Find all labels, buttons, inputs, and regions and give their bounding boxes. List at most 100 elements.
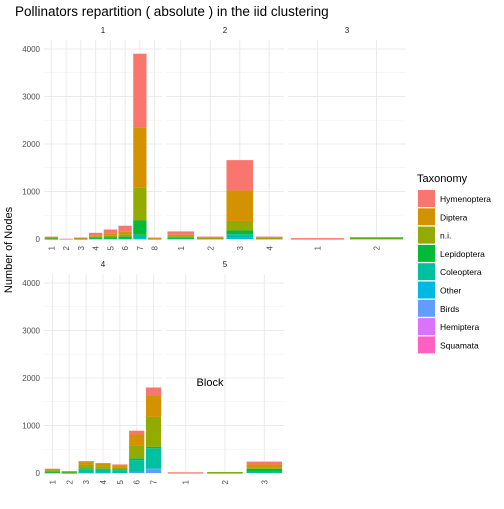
legend-label: Coleoptera: [440, 267, 482, 277]
bar-segment: [290, 238, 345, 240]
x-tick-label: 8: [151, 245, 160, 250]
panel-2: 2 1 2 3 4: [166, 26, 284, 250]
bar-segment: [129, 430, 145, 435]
bar-segment: [88, 232, 103, 236]
y-tick-label: 4000: [22, 45, 40, 54]
bar-segment: [129, 471, 145, 473]
legend-label: Squamata: [440, 340, 479, 350]
panel-strip-label: 2: [223, 26, 228, 35]
legend-swatch: [418, 208, 435, 226]
x-tick-label: 1: [47, 245, 56, 250]
bar-segment: [226, 190, 254, 221]
panel-strip-label: 3: [345, 26, 350, 35]
bar-segment: [95, 466, 111, 469]
bar-segment: [145, 416, 162, 447]
bar-segment: [255, 238, 283, 240]
bar-segment: [133, 53, 147, 128]
legend-label: Birds: [440, 304, 459, 314]
legend: Hymenoptera Diptera n.i. Lepidoptera Coleopt…: [418, 190, 491, 354]
panel-5: 5 1 2 3: [166, 260, 284, 484]
bar-segment: [147, 238, 162, 239]
y-axis-label: Number of Nodes: [3, 206, 15, 293]
bar-segment: [226, 160, 254, 191]
x-tick-label: 2: [206, 245, 215, 250]
bar-segment: [95, 469, 111, 473]
panel-strip-label: 4: [101, 260, 106, 269]
y-tick-label: 2000: [22, 374, 40, 383]
bar-segment: [112, 470, 128, 473]
bar-segment: [145, 448, 162, 469]
bar-segment: [88, 237, 103, 239]
x-tick-label: 5: [106, 245, 115, 250]
legend-swatch: [418, 318, 435, 336]
bar-segment: [88, 238, 103, 240]
bar-segment: [167, 237, 195, 239]
panel-1: 1 1 2 3 4 5 6 7 8 0 1000 2000 3000 4000: [22, 26, 162, 250]
bar-segment: [95, 468, 111, 470]
bar-segment: [133, 234, 147, 239]
y-tick-label: 0: [36, 235, 41, 244]
y-tick-label: 2000: [22, 140, 40, 149]
panel-3: 3 1 2: [288, 26, 406, 250]
bar-segment: [196, 238, 224, 240]
bar-segment: [167, 236, 195, 238]
bar-segment: [167, 472, 204, 474]
bar-segment: [78, 469, 94, 473]
bar-segment: [226, 220, 254, 231]
bar-segment: [246, 468, 283, 472]
bar-segment: [129, 434, 145, 446]
panel-strip-label: 1: [101, 26, 106, 35]
bar-segment: [112, 464, 128, 466]
x-tick-label: 6: [121, 245, 130, 250]
bar-segment: [78, 462, 94, 465]
y-tick-label: 1000: [22, 421, 40, 430]
legend-swatch: [418, 226, 435, 244]
bar-segment: [78, 464, 94, 469]
bar-segment: [88, 236, 103, 238]
bar-segment: [147, 237, 162, 239]
x-tick-label: 5: [116, 479, 125, 484]
bar-segment: [59, 238, 73, 240]
legend-swatch: [418, 336, 435, 354]
bar-segment: [246, 471, 283, 473]
bar-segment: [118, 234, 132, 237]
bar-segment: [145, 468, 162, 470]
bar-segment: [129, 472, 145, 473]
bar-segment: [196, 236, 224, 238]
bar-segment: [196, 237, 224, 239]
y-tick-label: 3000: [22, 326, 40, 335]
bar-segment: [74, 237, 88, 239]
legend-title: Taxonomy: [417, 173, 468, 185]
bar-segment: [226, 230, 254, 235]
legend-swatch: [418, 244, 435, 262]
bar-segment: [167, 238, 195, 240]
bar-segment: [44, 237, 59, 239]
y-tick-label: 4000: [22, 279, 40, 288]
x-tick-label: 2: [65, 479, 74, 484]
bar-segment: [103, 233, 118, 236]
bar-segment: [167, 234, 195, 237]
x-tick-label: 1: [48, 479, 57, 484]
legend-label: Diptera: [440, 212, 468, 222]
bar-segment: [246, 461, 283, 465]
legend-label: Hymenoptera: [440, 194, 491, 204]
bar-segment: [74, 238, 88, 240]
bar-segment: [88, 235, 103, 237]
bar-segment: [145, 387, 162, 396]
bar-segment: [61, 472, 77, 474]
bar-segment: [226, 234, 254, 238]
bar-segment: [44, 236, 59, 238]
bar-segment: [103, 238, 118, 240]
bar-segment: [118, 236, 132, 239]
legend-swatch: [418, 299, 435, 317]
bar-segment: [44, 238, 59, 240]
x-tick-label: 2: [62, 245, 71, 250]
bar-segment: [349, 238, 404, 240]
y-tick-label: 0: [36, 469, 41, 478]
chart-title: Pollinators repartition ( absolute ) in …: [15, 4, 329, 19]
bar-segment: [145, 469, 162, 473]
x-tick-label: 1: [314, 245, 323, 250]
bar-segment: [103, 229, 118, 234]
x-tick-label: 3: [236, 245, 245, 250]
